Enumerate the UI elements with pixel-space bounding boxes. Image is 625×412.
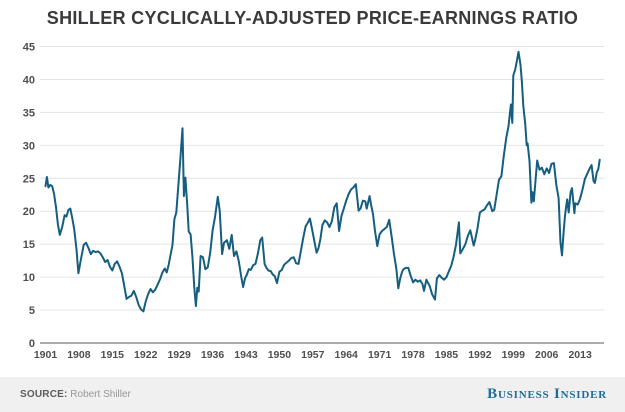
footer-bar: SOURCE: Robert Shiller Business Insider: [0, 377, 625, 412]
x-axis-tick-label: 1992: [468, 349, 492, 361]
x-axis-tick-label: 1908: [67, 349, 91, 361]
x-axis-tick-label: 1964: [335, 349, 359, 361]
chart-title: SHILLER CYCLICALLY-ADJUSTED PRICE-EARNIN…: [46, 8, 579, 28]
y-axis-tick-label: 35: [23, 107, 35, 119]
source-value: Robert Shiller: [70, 389, 131, 400]
x-axis-tick-label: 1922: [134, 349, 158, 361]
cape-ratio-line: [44, 50, 601, 313]
cape-line-chart: 0 5 10 15 20 25 30 35 40 45 1901 1908 1915 1922 1929 19…: [23, 42, 604, 361]
x-axis-tick-label: 1929: [167, 349, 191, 361]
source-credit: SOURCE: Robert Shiller: [20, 389, 131, 400]
y-axis-tick-label: 20: [23, 206, 35, 218]
x-axis-tick-label: 1943: [234, 349, 258, 361]
business-insider-logo: Business Insider: [487, 386, 607, 402]
y-axis-tick-label: 30: [23, 140, 35, 152]
x-axis-tick-label: 1901: [34, 349, 58, 361]
x-axis-tick-label: 1936: [201, 349, 225, 361]
x-axis-tick-label: 1985: [435, 349, 459, 361]
y-axis-tick-label: 10: [23, 272, 35, 284]
x-axis-tick-label: 1957: [301, 349, 325, 361]
y-axis-tick-label: 5: [29, 305, 35, 317]
x-axis-tick-label: 2006: [535, 349, 559, 361]
y-axis-tick-label: 15: [23, 239, 35, 251]
y-axis-tick-label: 45: [23, 42, 35, 54]
y-axis-tick-label: 0: [29, 338, 35, 350]
x-axis-tick-label: 1978: [401, 349, 425, 361]
y-axis-tick-label: 40: [23, 74, 35, 86]
source-label: SOURCE:: [20, 389, 68, 400]
x-axis-tick-label: 1915: [101, 349, 125, 361]
x-axis-tick-label: 2013: [568, 349, 592, 361]
y-axis-tick-label: 25: [23, 173, 35, 185]
x-axis-tick-label: 1999: [502, 349, 526, 361]
x-axis-tick-label: 1971: [368, 349, 392, 361]
x-axis-tick-label: 1950: [268, 349, 292, 361]
